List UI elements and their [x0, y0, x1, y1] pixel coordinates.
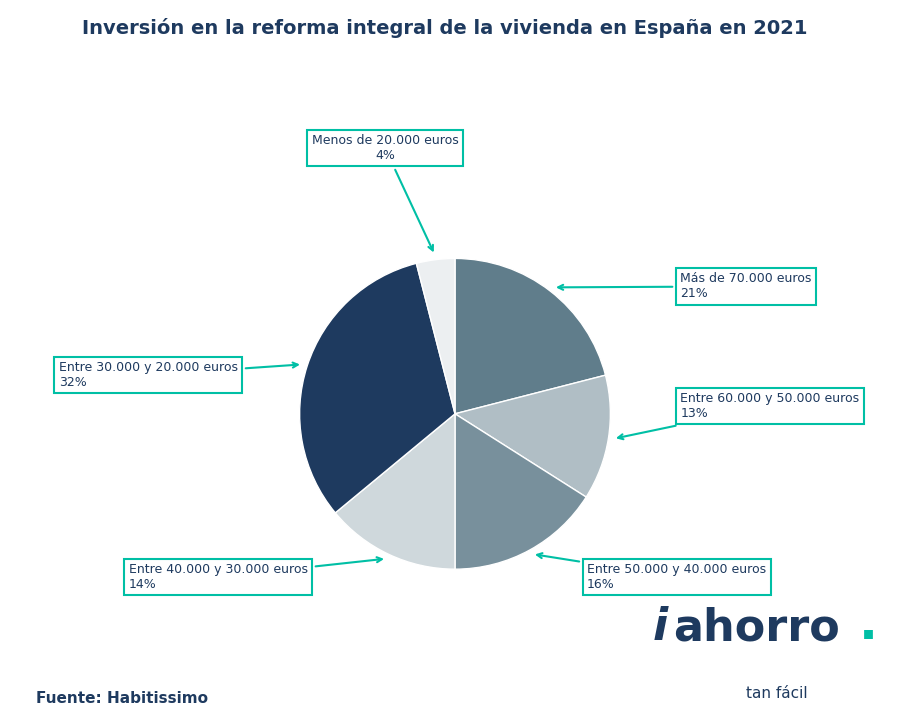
- Text: Inversión en la reforma integral de la vivienda en España en 2021: Inversión en la reforma integral de la v…: [82, 18, 807, 38]
- Wedge shape: [455, 375, 611, 497]
- Wedge shape: [455, 414, 586, 570]
- Text: Menos de 20.000 euros
4%: Menos de 20.000 euros 4%: [312, 134, 459, 251]
- Text: Más de 70.000 euros
21%: Más de 70.000 euros 21%: [558, 272, 812, 300]
- Text: Entre 40.000 y 30.000 euros
14%: Entre 40.000 y 30.000 euros 14%: [128, 557, 382, 591]
- Text: i: i: [652, 606, 668, 649]
- Text: Fuente: Habitissimo: Fuente: Habitissimo: [36, 690, 208, 706]
- Text: tan fácil: tan fácil: [746, 686, 808, 701]
- Wedge shape: [455, 258, 605, 414]
- Text: .: .: [859, 601, 878, 649]
- Wedge shape: [417, 258, 455, 414]
- Text: ahorro: ahorro: [673, 606, 840, 649]
- Text: Entre 50.000 y 40.000 euros
16%: Entre 50.000 y 40.000 euros 16%: [537, 553, 766, 591]
- Text: Entre 60.000 y 50.000 euros
13%: Entre 60.000 y 50.000 euros 13%: [618, 392, 859, 439]
- Wedge shape: [299, 264, 455, 513]
- Wedge shape: [335, 414, 455, 570]
- Text: Entre 30.000 y 20.000 euros
32%: Entre 30.000 y 20.000 euros 32%: [59, 361, 298, 389]
